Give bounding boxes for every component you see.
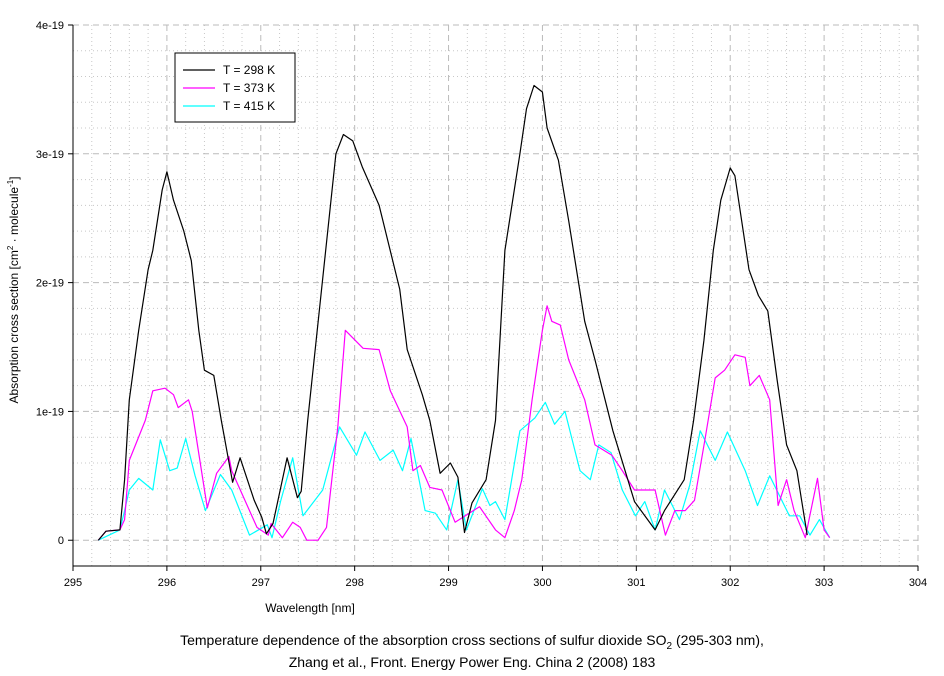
y-tick-label: 4e-19 <box>36 20 64 32</box>
x-tick-label: 300 <box>533 577 551 589</box>
x-tick-label: 297 <box>252 577 270 589</box>
y-tick-label: 1e-19 <box>36 406 64 418</box>
x-tick-label: 298 <box>345 577 363 589</box>
x-tick-label: 301 <box>627 577 645 589</box>
x-tick-label: 302 <box>721 577 739 589</box>
series-line-415K <box>98 401 831 541</box>
x-tick-label: 304 <box>909 577 927 589</box>
y-tick-label: 2e-19 <box>36 278 64 290</box>
x-axis-label: Wavelength [nm] <box>265 601 355 615</box>
x-tick-label: 299 <box>439 577 457 589</box>
x-tick-label: 296 <box>158 577 176 589</box>
chart-svg: 295 296 297 298 299 300 301 302 303 304 0 1e-19 2e-1… <box>6 20 927 615</box>
y-tick-label: 0 <box>58 535 64 547</box>
x-tick-label: 295 <box>64 577 82 589</box>
series-group <box>97 84 831 541</box>
caption-line-2: Zhang et al., Front. Energy Power Eng. C… <box>288 654 656 670</box>
x-tick-label: 303 <box>815 577 833 589</box>
axes: 295 296 297 298 299 300 301 302 303 304 0 1e-19 2e-1… <box>36 20 927 589</box>
legend: T = 298 K T = 373 K T = 415 K <box>174 52 296 123</box>
legend-label: T = 373 K <box>223 81 275 95</box>
caption-line-1: Temperature dependence of the absorption… <box>180 632 764 652</box>
y-axis-label: Absorption cross section [cm2 · molecule… <box>6 176 21 403</box>
legend-label: T = 298 K <box>223 63 275 77</box>
legend-label: T = 415 K <box>223 99 275 113</box>
series-line-373K <box>97 305 831 541</box>
series-line-298K <box>97 84 808 541</box>
y-tick-label: 3e-19 <box>36 149 64 161</box>
